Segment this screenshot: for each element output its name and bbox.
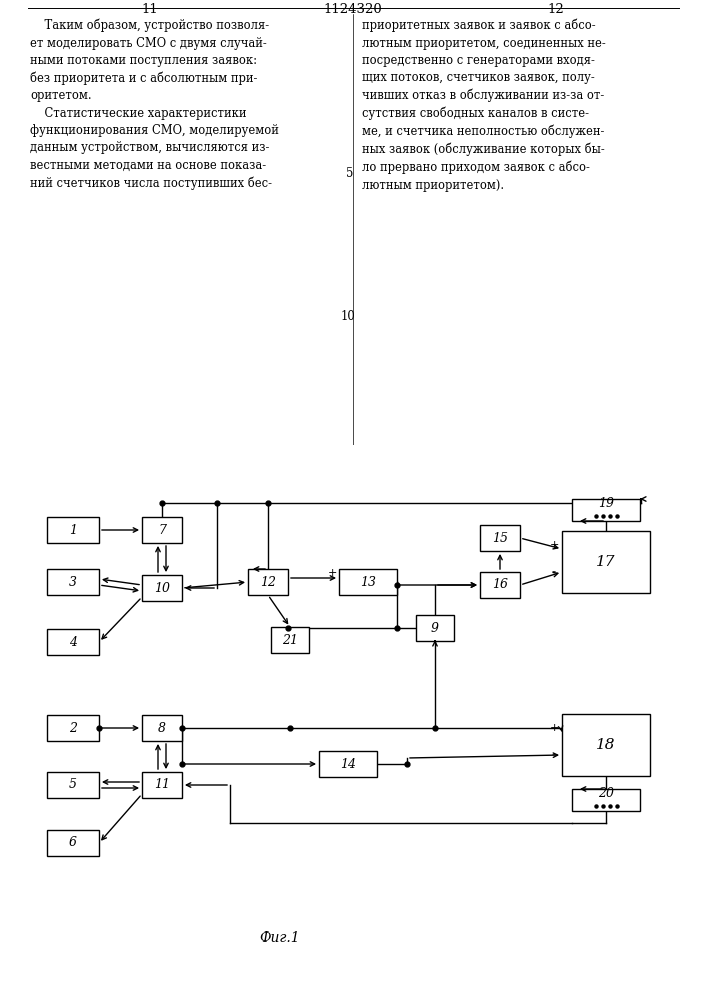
Text: 6: 6 [69,836,77,850]
Text: 11: 11 [154,778,170,792]
Text: 12: 12 [548,3,564,16]
Text: 15: 15 [492,532,508,544]
Text: 3: 3 [69,576,77,588]
Text: 7: 7 [158,524,166,536]
Text: 11: 11 [141,3,158,16]
Bar [416,615,454,641]
Text: 20: 20 [598,787,614,800]
Text: -: - [552,566,556,578]
Bar [142,575,182,601]
Text: 21: 21 [282,634,298,647]
Bar [47,629,99,655]
Text: +: + [549,540,559,550]
Text: 10: 10 [341,310,356,323]
Text: 9: 9 [431,621,439,635]
Text: 19: 19 [598,497,614,510]
Bar [47,517,99,543]
Bar [142,772,182,798]
Text: приоритетных заявок и заявок с абсо-
лютным приоритетом, соединенных не-
посредс: приоритетных заявок и заявок с абсо- лют… [362,19,606,192]
Text: 1124320: 1124320 [324,3,382,16]
Bar [480,525,520,551]
Bar [572,499,640,521]
Text: 2: 2 [69,722,77,734]
Text: 4: 4 [69,636,77,648]
Text: 14: 14 [340,758,356,770]
Text: 18: 18 [596,738,616,752]
Text: Фиг.1: Фиг.1 [259,931,300,945]
Bar [271,627,309,653]
Text: 12: 12 [260,576,276,588]
Text: 1: 1 [69,524,77,536]
Bar [480,572,520,598]
Text: Таким образом, устройство позволя-
ет моделировать СМО с двумя случай-
ными пото: Таким образом, устройство позволя- ет мо… [30,19,279,190]
Bar [47,830,99,856]
Bar [142,517,182,543]
Text: 5: 5 [346,167,354,180]
Text: 10: 10 [154,582,170,594]
Text: 16: 16 [492,578,508,591]
Bar [142,715,182,741]
Bar [248,569,288,595]
Bar [572,789,640,811]
Bar [339,569,397,595]
Text: +: + [327,568,337,578]
Bar [562,531,650,593]
Bar [319,751,377,777]
Bar [47,772,99,798]
Text: +: + [549,723,559,733]
Text: 5: 5 [69,778,77,792]
Text: -: - [552,748,556,762]
Text: 8: 8 [158,722,166,734]
Text: 13: 13 [360,576,376,588]
Text: 17: 17 [596,555,616,569]
Bar [47,569,99,595]
Bar [47,715,99,741]
Bar [562,714,650,776]
